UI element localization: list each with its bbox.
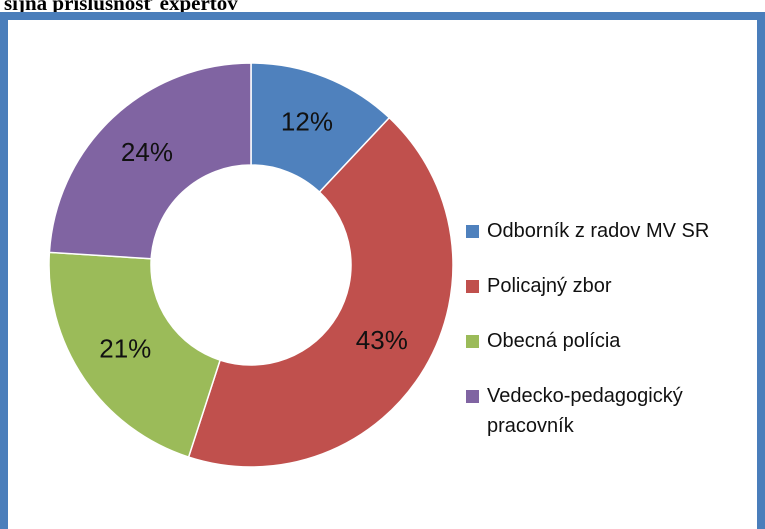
slice-label: 24% (121, 137, 173, 167)
legend-label: Policajný zbor (487, 275, 612, 297)
legend-swatch (466, 280, 479, 293)
legend-swatch (466, 225, 479, 238)
legend-label: Vedecko-pedagogický pracovník (487, 385, 683, 437)
legend-swatch (466, 335, 479, 348)
legend-item: Vedecko-pedagogický pracovník (466, 381, 741, 441)
legend-swatch (466, 390, 479, 403)
legend: Odborník z radov MV SR Policajný zbor Obec… (466, 216, 741, 466)
slice-label: 12% (281, 107, 333, 137)
legend-item: Odborník z radov MV SR (466, 216, 741, 246)
slice-label: 21% (99, 333, 151, 363)
donut-slice (187, 116, 454, 468)
legend-label: Obecná polícia (487, 330, 621, 352)
slice-label: 43% (356, 325, 408, 355)
donut-slice (48, 251, 222, 459)
legend-item: Obecná polícia (466, 326, 741, 356)
legend-item: Policajný zbor (466, 271, 741, 301)
chart-title: sijná príslušnosť expertov (4, 0, 238, 15)
donut-slice (48, 62, 252, 260)
legend-label: Odborník z radov MV SR (487, 220, 710, 242)
